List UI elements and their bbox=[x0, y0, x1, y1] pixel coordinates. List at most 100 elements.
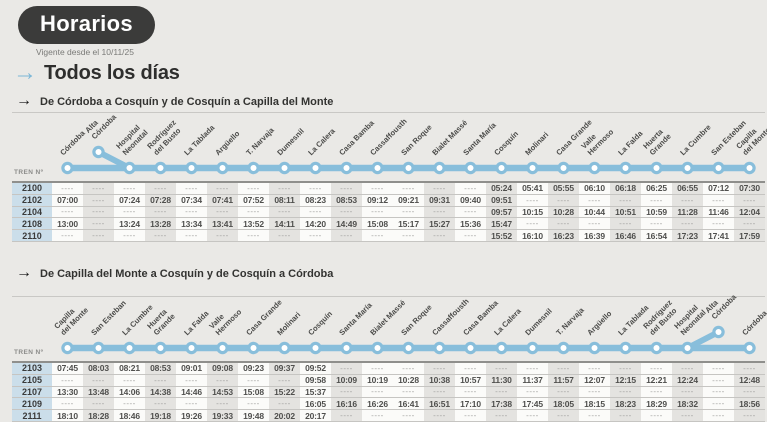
time-cell: 06:18 bbox=[610, 183, 641, 194]
route-map bbox=[61, 145, 756, 175]
time-cell: 11:28 bbox=[672, 206, 703, 218]
time-cell: 19:18 bbox=[145, 410, 176, 421]
time-cell: 15:37 bbox=[300, 386, 331, 398]
time-cell: 14:49 bbox=[331, 218, 362, 230]
time-cell: 16:10 bbox=[517, 230, 548, 241]
no-stop-cell: ---- bbox=[579, 386, 610, 398]
no-stop-cell: ---- bbox=[393, 230, 424, 241]
arrow-right-icon: → bbox=[16, 264, 32, 281]
train-number-cell: 2109 bbox=[12, 398, 52, 410]
no-stop-cell: ---- bbox=[641, 363, 672, 374]
no-stop-cell: ---- bbox=[517, 386, 548, 398]
no-stop-cell: ---- bbox=[145, 230, 176, 241]
no-stop-cell: ---- bbox=[579, 410, 610, 421]
no-stop-cell: ---- bbox=[610, 363, 641, 374]
time-cell: 18:29 bbox=[641, 398, 672, 410]
no-stop-cell: ---- bbox=[610, 194, 641, 206]
no-stop-cell: ---- bbox=[703, 386, 734, 398]
direction-label: De Córdoba a Cosquín y de Cosquín a Capi… bbox=[40, 95, 334, 108]
station-dot bbox=[433, 161, 446, 175]
station-dot bbox=[557, 161, 570, 175]
no-stop-cell: ---- bbox=[548, 194, 579, 206]
no-stop-cell: ---- bbox=[114, 230, 145, 241]
station-dot bbox=[557, 341, 570, 355]
time-cell: 05:55 bbox=[548, 183, 579, 194]
time-cell: 08:21 bbox=[114, 363, 145, 374]
page-title: Horarios bbox=[18, 6, 155, 44]
no-stop-cell: ---- bbox=[238, 183, 269, 194]
time-cell: 09:58 bbox=[300, 374, 331, 386]
time-cell: 10:59 bbox=[641, 206, 672, 218]
no-stop-cell: ---- bbox=[641, 194, 672, 206]
time-cell: 07:12 bbox=[703, 183, 734, 194]
no-stop-cell: ---- bbox=[424, 410, 455, 421]
time-cell: 13:28 bbox=[145, 218, 176, 230]
no-stop-cell: ---- bbox=[486, 410, 517, 421]
time-cell: 13:52 bbox=[238, 218, 269, 230]
station-dot bbox=[464, 341, 477, 355]
time-cell: 15:27 bbox=[424, 218, 455, 230]
no-stop-cell: ---- bbox=[455, 410, 486, 421]
no-stop-cell: ---- bbox=[83, 218, 114, 230]
no-stop-cell: ---- bbox=[672, 410, 703, 421]
time-cell: 10:44 bbox=[579, 206, 610, 218]
station-dot bbox=[526, 161, 539, 175]
time-cell: 16:23 bbox=[548, 230, 579, 241]
time-cell: 14:20 bbox=[300, 218, 331, 230]
station-dot bbox=[216, 161, 229, 175]
train-number-cell: 2108 bbox=[12, 218, 52, 230]
no-stop-cell: ---- bbox=[393, 363, 424, 374]
time-cell: 13:24 bbox=[114, 218, 145, 230]
time-cell: 13:48 bbox=[83, 386, 114, 398]
no-stop-cell: ---- bbox=[238, 398, 269, 410]
no-stop-cell: ---- bbox=[455, 363, 486, 374]
station-dot bbox=[61, 341, 74, 355]
time-cell: 07:52 bbox=[238, 194, 269, 206]
time-cell: 10:51 bbox=[610, 206, 641, 218]
no-stop-cell: ---- bbox=[362, 363, 393, 374]
time-cell: 09:57 bbox=[486, 206, 517, 218]
no-stop-cell: ---- bbox=[114, 374, 145, 386]
train-row: 2100 ---- ---- ---- ---- ---- ---- ---- ---- ----… bbox=[12, 183, 765, 195]
no-stop-cell: ---- bbox=[331, 183, 362, 194]
no-stop-cell: ---- bbox=[424, 230, 455, 241]
time-cell: 17:23 bbox=[672, 230, 703, 241]
no-stop-cell: ---- bbox=[176, 230, 207, 241]
train-number-cell: 2110 bbox=[12, 230, 52, 241]
no-stop-cell: ---- bbox=[145, 206, 176, 218]
time-cell: 10:28 bbox=[548, 206, 579, 218]
branch-station-dot bbox=[92, 145, 105, 159]
no-stop-cell: ---- bbox=[517, 194, 548, 206]
time-cell: 07:34 bbox=[176, 194, 207, 206]
time-cell: 14:06 bbox=[114, 386, 145, 398]
station-dot bbox=[650, 341, 663, 355]
no-stop-cell: ---- bbox=[83, 206, 114, 218]
no-stop-cell: ---- bbox=[610, 218, 641, 230]
train-number-cell: 2105 bbox=[12, 374, 52, 386]
no-stop-cell: ---- bbox=[548, 410, 579, 421]
station-dot bbox=[402, 161, 415, 175]
no-stop-cell: ---- bbox=[548, 363, 579, 374]
time-cell: 18:10 bbox=[52, 410, 83, 421]
time-cell: 15:22 bbox=[269, 386, 300, 398]
time-cell: 06:25 bbox=[641, 183, 672, 194]
no-stop-cell: ---- bbox=[176, 398, 207, 410]
station-dot bbox=[526, 341, 539, 355]
station-dot bbox=[619, 161, 632, 175]
train-number-cell: 2102 bbox=[12, 194, 52, 206]
station-dot bbox=[743, 341, 756, 355]
train-number-cell: 2103 bbox=[12, 363, 52, 374]
station-dot bbox=[185, 341, 198, 355]
train-number-cell: 2111 bbox=[12, 410, 52, 421]
time-cell: 07:28 bbox=[145, 194, 176, 206]
no-stop-cell: ---- bbox=[486, 386, 517, 398]
time-cell: 15:08 bbox=[362, 218, 393, 230]
no-stop-cell: ---- bbox=[238, 230, 269, 241]
no-stop-cell: ---- bbox=[145, 183, 176, 194]
no-stop-cell: ---- bbox=[424, 183, 455, 194]
no-stop-cell: ---- bbox=[52, 374, 83, 386]
station-dot bbox=[154, 161, 167, 175]
time-cell: 20:17 bbox=[300, 410, 331, 421]
time-cell: 14:38 bbox=[145, 386, 176, 398]
time-cell: 08:11 bbox=[269, 194, 300, 206]
